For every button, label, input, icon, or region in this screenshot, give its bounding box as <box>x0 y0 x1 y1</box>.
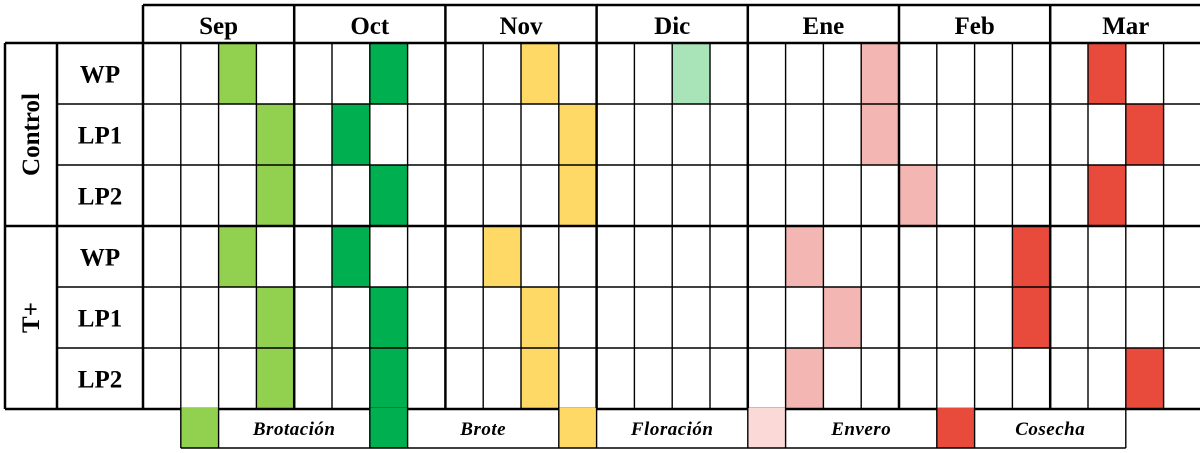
month-label: Feb <box>954 13 994 40</box>
stage-cell <box>256 287 295 348</box>
legend-swatch <box>180 408 219 448</box>
legend-swatch <box>747 408 786 448</box>
legend-label: Floración <box>630 419 714 440</box>
stage-cell <box>1088 43 1126 104</box>
legend-swatch <box>558 408 597 448</box>
stage-cell <box>899 165 937 226</box>
row-label: LP2 <box>78 184 122 211</box>
stage-cell <box>369 165 408 226</box>
row-label: LP1 <box>78 306 122 333</box>
month-label: Oct <box>350 13 390 40</box>
stage-cell <box>861 104 899 165</box>
stage-cell <box>332 104 370 165</box>
stage-cell <box>218 43 257 104</box>
row-label: WP <box>80 62 120 89</box>
legend-label: Brotación <box>252 419 336 440</box>
legend-label: Cosecha <box>1015 419 1085 440</box>
stage-cell <box>332 226 370 287</box>
stage-cell <box>1088 165 1126 226</box>
stage-cell <box>558 104 597 165</box>
stage-cell <box>558 165 597 226</box>
stage-cell <box>823 287 862 348</box>
stage-cell <box>1012 226 1051 287</box>
month-label: Mar <box>1102 13 1149 40</box>
stage-cell <box>256 104 295 165</box>
stage-cell <box>369 348 408 409</box>
stage-cell <box>785 226 824 287</box>
stage-cell <box>369 287 408 348</box>
stage-cell <box>521 287 559 348</box>
row-label: WP <box>80 245 120 272</box>
stage-cell <box>1012 287 1051 348</box>
month-label: Sep <box>199 13 238 40</box>
stage-cell <box>1125 104 1164 165</box>
stage-cell <box>483 226 521 287</box>
stage-cell <box>521 348 559 409</box>
stage-cell <box>861 43 899 104</box>
stage-cell <box>256 348 295 409</box>
month-label: Nov <box>499 13 543 40</box>
legend-swatch <box>369 408 408 448</box>
month-label: Ene <box>803 13 845 40</box>
group-label: T+ <box>18 302 45 333</box>
stage-cell <box>1125 348 1164 409</box>
stage-cell <box>521 43 559 104</box>
stage-cell <box>256 165 295 226</box>
month-label: Dic <box>654 13 690 40</box>
row-label: LP2 <box>78 367 122 394</box>
legend-swatch <box>936 408 975 448</box>
legend-label: Envero <box>830 419 891 440</box>
stage-cell <box>369 43 408 104</box>
stage-cell <box>672 43 710 104</box>
row-label: LP1 <box>78 123 122 150</box>
stage-cell <box>785 348 824 409</box>
legend-label: Brote <box>459 419 506 440</box>
group-label: Control <box>18 93 45 176</box>
stage-cell <box>218 226 257 287</box>
